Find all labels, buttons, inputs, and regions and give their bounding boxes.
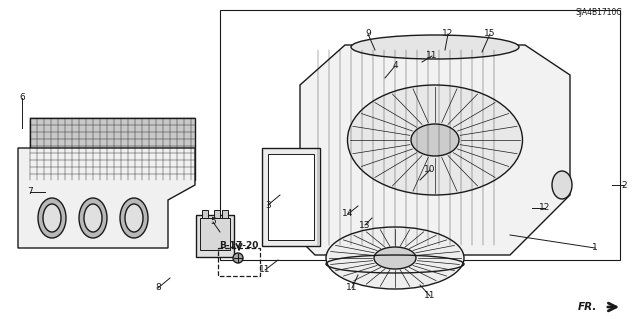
Text: SJA4B1710C: SJA4B1710C [575,8,622,17]
Polygon shape [300,45,570,255]
Bar [268,154,314,240]
Bar [220,10,620,260]
Text: FR.: FR. [578,302,597,312]
Bar [262,148,320,246]
Bar [202,210,208,218]
Text: 11: 11 [426,51,438,61]
Text: 2: 2 [621,181,627,189]
Text: 11: 11 [424,292,436,300]
Polygon shape [18,148,195,248]
Ellipse shape [84,204,102,232]
Text: 12: 12 [540,204,550,212]
Text: 4: 4 [392,62,398,70]
Text: 8: 8 [155,284,161,293]
Text: 3: 3 [265,201,271,210]
Text: 12: 12 [442,29,454,39]
Ellipse shape [125,204,143,232]
Ellipse shape [38,198,66,238]
Bar [30,118,195,180]
Text: 6: 6 [19,93,25,102]
Text: 11: 11 [259,265,271,275]
Ellipse shape [374,247,416,269]
Bar [218,248,260,276]
Ellipse shape [326,227,464,289]
Ellipse shape [348,85,522,195]
Text: 14: 14 [342,210,354,219]
Text: B-17-20: B-17-20 [220,241,259,250]
Text: 13: 13 [359,220,371,229]
Bar [196,215,234,257]
Ellipse shape [411,124,459,156]
Bar [222,210,228,218]
Text: 11: 11 [346,284,358,293]
Ellipse shape [79,198,107,238]
Text: 10: 10 [424,166,436,174]
Ellipse shape [351,35,519,59]
Ellipse shape [552,171,572,199]
Text: 7: 7 [27,188,33,197]
Text: 1: 1 [592,243,598,253]
Ellipse shape [43,204,61,232]
Bar [200,218,230,250]
Ellipse shape [233,253,243,263]
Text: 5: 5 [210,218,216,226]
Text: 9: 9 [365,29,371,39]
Text: 15: 15 [484,29,496,39]
Bar [214,210,220,218]
Ellipse shape [120,198,148,238]
